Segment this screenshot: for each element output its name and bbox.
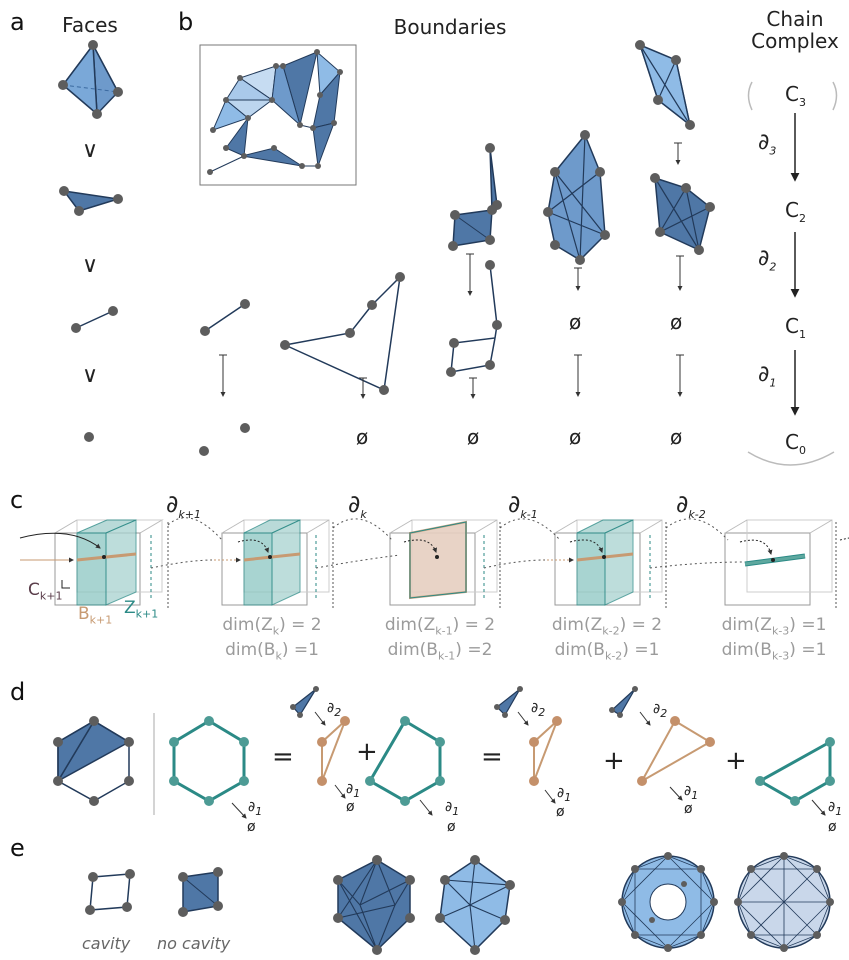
plus-3: +	[725, 746, 747, 776]
panel-a-letter: a	[10, 8, 25, 36]
panel-d-term3	[494, 686, 562, 804]
d-t2-d1: ∂1	[445, 799, 460, 818]
panel-d-term1	[290, 686, 350, 799]
chain-map-d2: ∂2	[758, 246, 777, 274]
d-t1-d1: ∂1	[346, 781, 361, 800]
empty-set-col5: ø	[670, 425, 683, 449]
equals-2: =	[481, 742, 503, 772]
d-t1-d2: ∂2	[327, 700, 342, 719]
empty-set-col3: ø	[467, 425, 480, 449]
panel-a-edge	[71, 306, 118, 333]
d-t4-d1: ∂1	[684, 783, 699, 802]
chain-complex-brackets	[747, 81, 838, 466]
operator-d-k-plus-1: ∂k+1	[166, 490, 202, 521]
equals-1: =	[272, 742, 294, 772]
chain-space-c1: C1	[785, 314, 806, 341]
panel-c-cubes	[19, 517, 849, 610]
chain-map-d3: ∂3	[758, 130, 777, 158]
label-c-k-plus-1: Ck+1	[28, 580, 63, 603]
panel-b-col5	[635, 40, 715, 397]
panel-a-title: Faces	[62, 13, 118, 37]
panel-b-col1	[199, 299, 250, 456]
chain-complex-title: Chain Complex	[751, 7, 839, 53]
label-cavity: cavity	[82, 934, 131, 953]
operator-d-k: ∂k	[348, 490, 367, 521]
chain-space-c0: C0	[785, 430, 806, 457]
panel-d-term2	[365, 716, 445, 816]
panel-e-octahedron-dark	[333, 855, 415, 955]
operator-d-k-minus-1: ∂k-1	[508, 490, 538, 521]
chain-space-c3: C3	[785, 82, 806, 109]
label-no-cavity: no cavity	[157, 934, 231, 953]
panel-a-triangle	[59, 186, 123, 216]
d-t2-empty: ø	[447, 819, 456, 835]
panel-b-col3	[446, 143, 502, 399]
panel-b-col2	[280, 272, 405, 399]
empty-set-col2: ø	[356, 425, 369, 449]
panel-c-letter: c	[10, 486, 24, 514]
cube-2	[210, 519, 334, 610]
plus-1: +	[356, 737, 378, 767]
cube-4	[543, 519, 667, 610]
chain-map-d1: ∂1	[758, 362, 777, 390]
d-t5-empty: ø	[828, 819, 837, 835]
d-t1-empty: ø	[346, 799, 355, 815]
panel-b-letter: b	[178, 8, 194, 36]
panel-a-relation-1: ∨	[82, 138, 99, 163]
panel-d-term5	[755, 737, 835, 816]
operator-d-k-minus-2: ∂k-2	[676, 490, 706, 521]
plus-2: +	[603, 746, 625, 776]
panel-e-octahedron-light	[435, 855, 515, 955]
chain-space-c2: C2	[785, 198, 806, 225]
panel-b-col4	[543, 130, 610, 397]
label-z-k-plus-1: Zk+1	[124, 598, 159, 621]
d-hex-d1: ∂1	[248, 799, 263, 818]
panel-d-term4	[609, 686, 715, 801]
dims-cube-3: dim(Zk-1) = 2 dim(Bk-1) =2	[384, 615, 496, 663]
panel-a-vertex	[84, 432, 94, 442]
d-t4-d2: ∂2	[653, 701, 668, 720]
empty-set-col4: ø	[569, 425, 582, 449]
panel-b-title: Boundaries	[393, 15, 507, 39]
cube-5	[724, 519, 849, 610]
panel-d-hexagon-complex	[53, 716, 134, 806]
d-t3-empty: ø	[556, 804, 565, 820]
d-t3-d2: ∂2	[531, 700, 546, 719]
panel-b-inset	[199, 44, 357, 186]
d-hex-empty: ø	[247, 819, 256, 835]
panel-d-letter: d	[10, 678, 26, 706]
panel-e-sphere	[734, 852, 834, 952]
panel-e-cavity	[85, 869, 135, 915]
panel-a-relation-3: ∨	[82, 363, 99, 388]
d-t3-d1: ∂1	[557, 785, 572, 804]
label-b-k-plus-1: Bk+1	[78, 604, 113, 627]
panel-e-torus	[618, 852, 718, 952]
d-t4-empty: ø	[684, 801, 693, 817]
cube-3	[389, 519, 501, 610]
d-t5-d1: ∂1	[828, 799, 843, 818]
empty-set-col4-top: ø	[569, 310, 582, 334]
panel-e-no-cavity	[178, 867, 223, 917]
dims-cube-5: dim(Zk-3) =1 dim(Bk-3) =1	[721, 615, 827, 663]
panel-a-tetrahedron	[58, 40, 123, 119]
panel-d-teal-hexagon	[169, 716, 249, 819]
panel-a-relation-2: ∨	[82, 253, 99, 278]
dims-cube-4: dim(Zk-2) = 2 dim(Bk-2) =1	[551, 615, 663, 663]
dims-cube-2: dim(Zk) = 2 dim(Bk) =1	[222, 615, 322, 663]
panel-e-letter: e	[10, 834, 25, 862]
empty-set-col5-top: ø	[670, 310, 683, 334]
